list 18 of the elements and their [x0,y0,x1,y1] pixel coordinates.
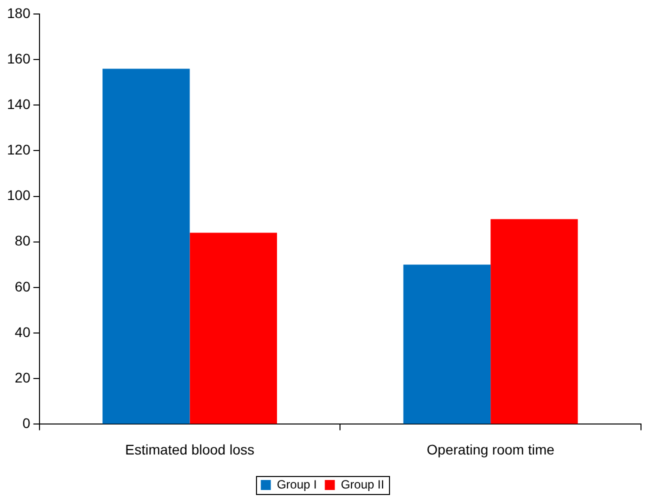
x-tick-label: Estimated blood loss [125,441,254,458]
y-tick-label: 100 [7,187,31,204]
y-tick-label: 120 [7,142,31,158]
y-tick-label: 40 [14,324,31,340]
y-tick-label: 140 [7,96,31,112]
y-tick-label: 0 [22,415,31,432]
y-tick-label: 180 [7,4,31,21]
y-tick-label: 60 [14,278,31,294]
bar [190,232,278,424]
y-tick-label: 160 [7,50,31,66]
bar [490,219,578,424]
legend-label: Group II [340,477,384,492]
y-tick-label: 20 [14,369,31,386]
x-tick-label: Operating room time [426,441,555,458]
bar [403,264,491,424]
legend-label: Group I [276,477,317,492]
y-tick-label: 80 [14,232,31,249]
bar [102,68,190,424]
